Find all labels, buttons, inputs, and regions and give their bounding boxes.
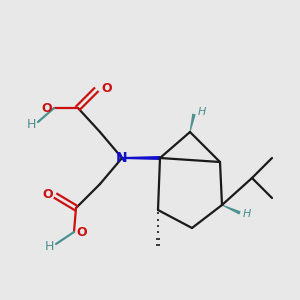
Polygon shape (190, 114, 196, 132)
Text: N: N (116, 151, 128, 165)
Text: O: O (41, 101, 52, 115)
Text: H: H (27, 118, 36, 130)
Text: O: O (42, 188, 53, 202)
Text: H: H (243, 209, 251, 219)
Polygon shape (222, 205, 241, 214)
Polygon shape (122, 156, 160, 160)
Text: O: O (101, 82, 112, 95)
Text: H: H (198, 107, 206, 117)
Text: O: O (76, 226, 87, 239)
Text: H: H (45, 239, 54, 253)
